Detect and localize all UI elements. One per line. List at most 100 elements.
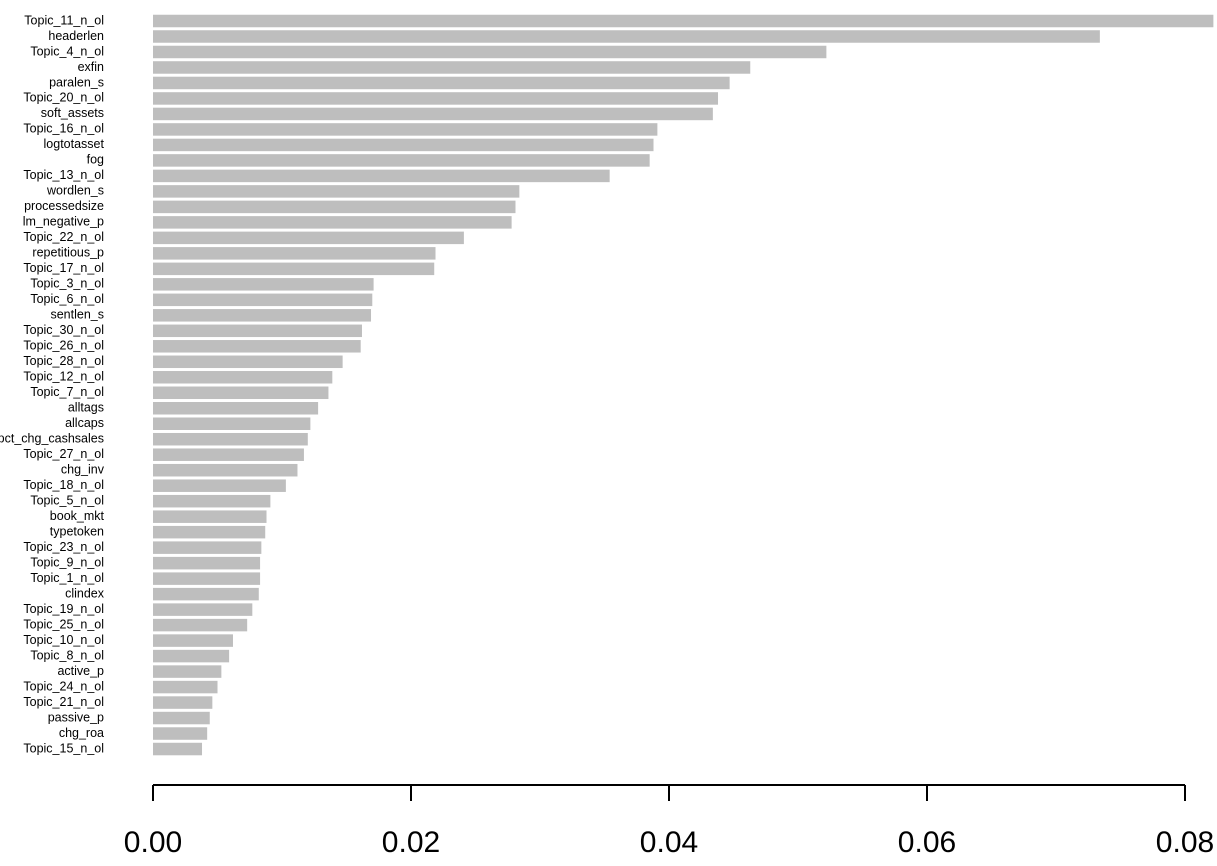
bar — [153, 324, 362, 338]
y-tick-label: Topic_1_n_ol — [30, 571, 104, 585]
bar — [153, 355, 343, 369]
y-tick-label: logtotasset — [44, 137, 105, 151]
bar — [153, 479, 286, 492]
bar — [153, 247, 436, 260]
y-tick-label: passive_p — [48, 710, 104, 724]
bar — [153, 463, 298, 477]
y-tick-label: Topic_4_n_ol — [30, 44, 104, 58]
y-tick-label: Topic_8_n_ol — [30, 648, 104, 662]
y-tick-label: repetitious_p — [32, 246, 104, 260]
bar — [153, 402, 319, 415]
y-tick-label: Topic_15_n_ol — [23, 741, 104, 755]
y-tick-label: Topic_28_n_ol — [23, 354, 104, 368]
bar — [153, 262, 435, 276]
bar — [153, 680, 218, 694]
bar — [153, 107, 713, 121]
bar — [153, 432, 308, 446]
bar — [153, 386, 329, 400]
bar — [153, 603, 253, 616]
bar — [153, 216, 512, 229]
y-tick-label: typetoken — [50, 524, 104, 538]
bar — [153, 665, 222, 678]
bar — [153, 45, 827, 59]
x-tick-label: 0.02 — [382, 826, 440, 859]
y-tick-label: Topic_30_n_ol — [23, 323, 104, 337]
bar — [153, 278, 374, 291]
bar — [153, 618, 248, 632]
bar — [153, 61, 751, 74]
x-tick-label: 0.06 — [898, 826, 956, 859]
y-tick-label: book_mkt — [50, 509, 105, 523]
bar — [153, 448, 304, 461]
x-tick-label: 0.00 — [124, 826, 182, 859]
y-tick-label: Topic_21_n_ol — [23, 695, 104, 709]
bar — [153, 572, 261, 585]
bar — [153, 123, 658, 136]
y-tick-label: pct_chg_cashsales — [0, 432, 104, 446]
y-tick-label: paralen_s — [49, 75, 104, 89]
bar — [153, 494, 271, 508]
bar — [153, 154, 650, 167]
bar — [153, 371, 333, 384]
bar — [153, 30, 1100, 43]
y-tick-label: Topic_11_n_ol — [24, 13, 104, 27]
y-tick-label: headerlen — [48, 29, 104, 43]
bar — [153, 169, 610, 183]
y-tick-label: Topic_23_n_ol — [23, 540, 104, 554]
y-tick-label: Topic_25_n_ol — [23, 617, 104, 631]
y-tick-label: Topic_7_n_ol — [30, 385, 104, 399]
y-tick-label: Topic_10_n_ol — [23, 633, 104, 647]
x-tick-label: 0.08 — [1156, 826, 1214, 859]
bar — [153, 587, 259, 601]
bar — [153, 185, 520, 198]
y-tick-label: Topic_13_n_ol — [23, 168, 104, 182]
bar — [153, 231, 464, 245]
bar — [153, 711, 210, 725]
y-tick-label: fog — [87, 153, 104, 167]
y-tick-label: Topic_6_n_ol — [30, 292, 104, 306]
bar — [153, 138, 654, 152]
x-tick-label: 0.04 — [640, 826, 698, 859]
bar — [153, 309, 372, 322]
bar — [153, 727, 208, 740]
bar — [153, 525, 266, 539]
y-tick-label: Topic_22_n_ol — [23, 230, 104, 244]
bar — [153, 634, 233, 647]
y-tick-label: Topic_17_n_ol — [23, 261, 104, 275]
y-tick-label: chg_roa — [59, 726, 104, 740]
bar — [153, 417, 311, 430]
y-tick-label: Topic_20_n_ol — [23, 91, 104, 105]
bar — [153, 340, 361, 353]
y-tick-label: exfin — [78, 60, 104, 74]
y-tick-label: Topic_3_n_ol — [30, 277, 104, 291]
y-tick-label: Topic_18_n_ol — [23, 478, 104, 492]
bar — [153, 14, 1214, 28]
bar — [153, 293, 373, 307]
y-tick-label: wordlen_s — [46, 184, 104, 198]
y-tick-label: Topic_9_n_ol — [30, 555, 104, 569]
y-tick-label: clindex — [65, 586, 105, 600]
y-tick-label: Topic_16_n_ol — [23, 122, 104, 136]
y-tick-label: chg_inv — [61, 463, 105, 477]
y-tick-label: lm_negative_p — [23, 215, 104, 229]
bar — [153, 696, 213, 709]
y-tick-label: Topic_27_n_ol — [23, 447, 104, 461]
y-tick-label: Topic_26_n_ol — [23, 339, 104, 353]
y-tick-label: sentlen_s — [50, 308, 104, 322]
bar — [153, 510, 267, 523]
bar — [153, 742, 203, 756]
y-tick-label: active_p — [57, 664, 104, 678]
y-tick-label: Topic_24_n_ol — [23, 679, 104, 693]
bar — [153, 556, 261, 570]
y-tick-label: alltags — [68, 401, 104, 415]
y-tick-label: processedsize — [24, 199, 104, 213]
bar — [153, 76, 730, 90]
bar — [153, 649, 230, 663]
y-tick-label: Topic_12_n_ol — [23, 370, 104, 384]
y-tick-label: Topic_19_n_ol — [23, 602, 104, 616]
y-tick-label: allcaps — [65, 416, 104, 430]
bar — [153, 541, 262, 554]
bar — [153, 200, 516, 214]
bar — [153, 92, 719, 105]
